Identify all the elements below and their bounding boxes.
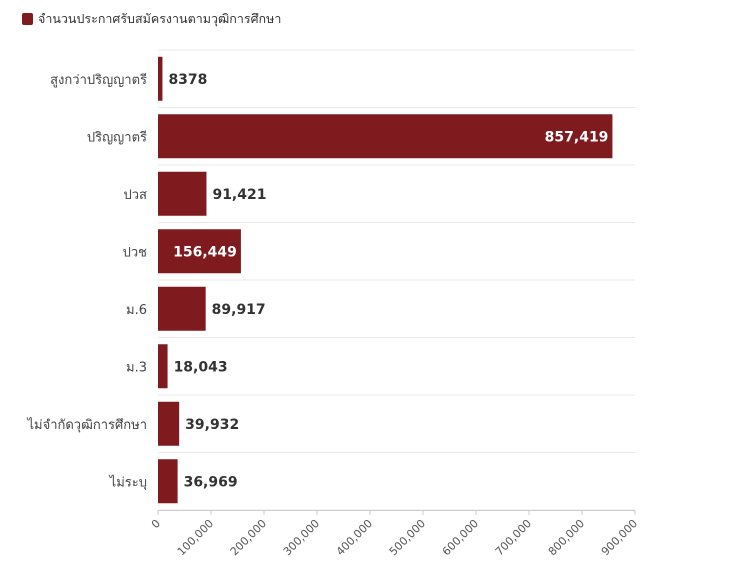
bar[interactable] <box>158 459 178 504</box>
value-label: 39,932 <box>185 417 239 433</box>
value-label: 36,969 <box>184 474 238 490</box>
value-label: 857,419 <box>545 129 609 145</box>
x-tick-label: 100,000 <box>175 517 216 558</box>
value-label: 91,421 <box>212 187 266 203</box>
bar[interactable] <box>158 56 163 101</box>
category-label: ปวส <box>124 188 148 203</box>
bar[interactable] <box>158 229 241 274</box>
x-tick-label: 400,000 <box>334 517 375 558</box>
x-tick-label: 0 <box>149 517 163 531</box>
category-label: สูงกว่าปริญญาตรี <box>50 72 147 88</box>
x-tick-label: 700,000 <box>493 517 534 558</box>
bar[interactable] <box>158 286 206 331</box>
x-tick-label: 800,000 <box>546 517 587 558</box>
legend[interactable]: จำนวนประกาศรับสมัครงานตามวุฒิการศึกษา <box>22 10 281 28</box>
value-label: 89,917 <box>212 302 266 318</box>
value-label: 156,449 <box>173 244 237 260</box>
x-tick-label: 900,000 <box>599 517 640 558</box>
x-tick-label: 200,000 <box>228 517 269 558</box>
x-tick-label: 500,000 <box>387 517 428 558</box>
category-label: ม.3 <box>126 360 147 375</box>
category-label: ม.6 <box>126 303 147 318</box>
value-label: 18,043 <box>174 359 228 375</box>
x-tick-label: 600,000 <box>440 517 481 558</box>
category-label: ไม่ระบุ <box>109 474 147 490</box>
value-label: 8378 <box>168 72 207 88</box>
category-label: ปริญญาตรี <box>87 129 147 145</box>
x-tick-label: 300,000 <box>281 517 322 558</box>
category-label: ปวช <box>123 245 148 260</box>
bar[interactable] <box>158 344 168 389</box>
bar[interactable] <box>158 114 613 159</box>
bar[interactable] <box>158 401 180 446</box>
bar[interactable] <box>158 171 207 216</box>
category-label: ไม่จำกัดวุฒิการศึกษา <box>26 417 147 433</box>
legend-swatch <box>22 13 33 25</box>
legend-label: จำนวนประกาศรับสมัครงานตามวุฒิการศึกษา <box>38 11 282 26</box>
